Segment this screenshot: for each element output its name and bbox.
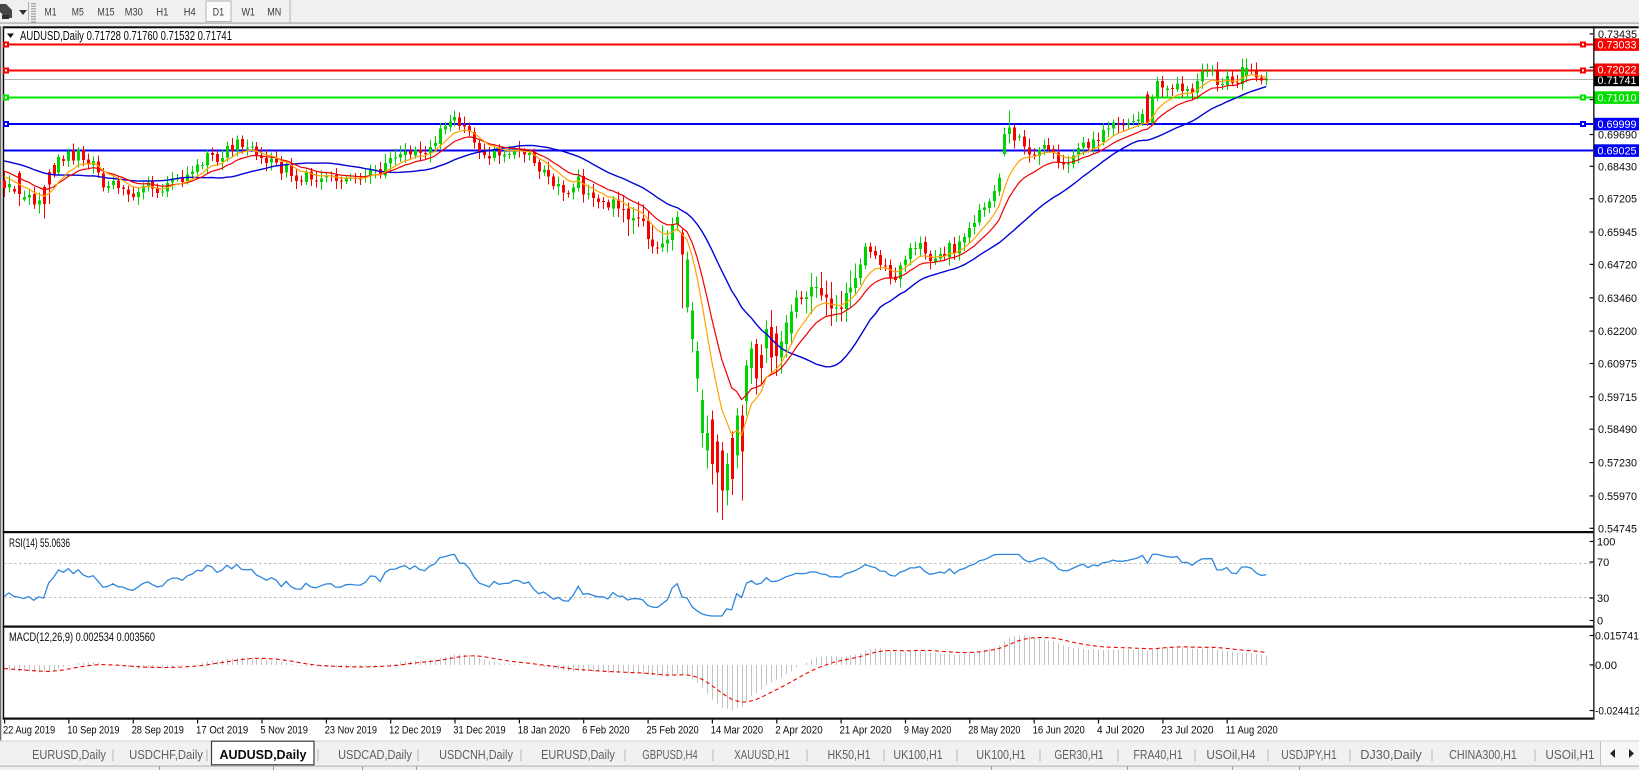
svg-text:28 Sep 2019: 28 Sep 2019: [132, 725, 184, 737]
svg-text:0.58490: 0.58490: [1598, 424, 1637, 436]
svg-text:USOil,H1: USOil,H1: [1545, 748, 1594, 762]
svg-text:|: |: [316, 748, 319, 762]
svg-text:0.59715: 0.59715: [1598, 392, 1637, 404]
svg-text:0: 0: [1597, 616, 1603, 628]
svg-text:RSI(14) 55.0636: RSI(14) 55.0636: [9, 538, 70, 550]
svg-text:0.64720: 0.64720: [1598, 259, 1637, 271]
svg-text:11 Aug 2020: 11 Aug 2020: [1226, 725, 1278, 737]
svg-text:0.67205: 0.67205: [1598, 194, 1637, 206]
svg-text:GBPUSD,H4: GBPUSD,H4: [642, 748, 697, 762]
svg-text:0.72022: 0.72022: [1598, 65, 1637, 77]
svg-text:6 Feb 2020: 6 Feb 2020: [582, 725, 630, 737]
svg-text:USDJPY,H1: USDJPY,H1: [1281, 748, 1336, 762]
svg-text:0.73435: 0.73435: [1598, 29, 1637, 41]
svg-text:MACD(12,26,9) 0.002534 0.00356: MACD(12,26,9) 0.002534 0.003560: [9, 632, 155, 644]
svg-text:17 Oct 2019: 17 Oct 2019: [196, 725, 248, 737]
svg-text:100: 100: [1597, 537, 1615, 549]
svg-text:12 Dec 2019: 12 Dec 2019: [389, 725, 441, 737]
svg-text:HK50,H1: HK50,H1: [827, 748, 870, 762]
svg-text:AUDUSD,Daily 0.71728 0.71760: AUDUSD,Daily 0.71728 0.71760 0.71532 0.7…: [20, 29, 232, 43]
svg-text:M30: M30: [125, 7, 143, 19]
svg-text:-0.024412: -0.024412: [1595, 706, 1639, 718]
svg-text:5 Nov 2019: 5 Nov 2019: [260, 725, 308, 737]
svg-text:23 Nov 2019: 23 Nov 2019: [325, 725, 377, 737]
svg-text:|: |: [519, 748, 522, 762]
svg-text:2 Apr 2020: 2 Apr 2020: [775, 725, 823, 737]
svg-text:0.63460: 0.63460: [1598, 293, 1637, 305]
svg-text:USDCNH,Daily: USDCNH,Daily: [439, 748, 513, 762]
svg-text:|: |: [1266, 748, 1269, 762]
svg-text:31 Dec 2019: 31 Dec 2019: [453, 725, 505, 737]
svg-text:0.62200: 0.62200: [1598, 326, 1637, 338]
svg-text:CHINA300,H1: CHINA300,H1: [1449, 748, 1517, 762]
svg-text:0.68430: 0.68430: [1598, 161, 1637, 173]
svg-text:EURUSD,Daily: EURUSD,Daily: [541, 748, 615, 762]
svg-text:0.71010: 0.71010: [1598, 93, 1637, 105]
svg-text:28 May 2020: 28 May 2020: [968, 725, 1020, 737]
svg-text:0.54745: 0.54745: [1598, 523, 1637, 535]
svg-text:|: |: [111, 748, 114, 762]
svg-text:|: |: [623, 748, 626, 762]
svg-text:0.69025: 0.69025: [1598, 146, 1637, 158]
svg-text:|: |: [1533, 748, 1536, 762]
svg-text:0.69690: 0.69690: [1598, 130, 1637, 142]
svg-text:0.73033: 0.73033: [1598, 40, 1637, 52]
svg-text:0.60975: 0.60975: [1598, 359, 1637, 371]
svg-text:MN: MN: [267, 7, 281, 19]
svg-text:|: |: [955, 748, 958, 762]
svg-text:|: |: [205, 748, 208, 762]
svg-text:0.65945: 0.65945: [1598, 227, 1637, 239]
svg-text:DJ30,Daily: DJ30,Daily: [1360, 748, 1422, 762]
svg-text:|: |: [805, 748, 808, 762]
svg-text:XAUUSD,H1: XAUUSD,H1: [734, 748, 789, 762]
svg-text:|: |: [711, 748, 714, 762]
svg-text:4 Jul 2020: 4 Jul 2020: [1097, 725, 1145, 737]
svg-text:|: |: [1193, 748, 1196, 762]
svg-text:UK100,H1: UK100,H1: [893, 748, 942, 762]
svg-text:0.55970: 0.55970: [1598, 491, 1637, 503]
svg-text:|: |: [1430, 748, 1433, 762]
svg-text:22 Aug 2019: 22 Aug 2019: [3, 725, 55, 737]
svg-text:|: |: [1116, 748, 1119, 762]
svg-text:USDCHF,Daily: USDCHF,Daily: [129, 748, 203, 762]
svg-text:70: 70: [1597, 557, 1609, 569]
svg-text:21 Apr 2020: 21 Apr 2020: [840, 725, 892, 737]
svg-text:0.71741: 0.71741: [1598, 75, 1637, 87]
svg-text:USDCAD,Daily: USDCAD,Daily: [338, 748, 412, 762]
svg-text:30: 30: [1597, 593, 1609, 605]
svg-text:16 Jun 2020: 16 Jun 2020: [1033, 725, 1085, 737]
svg-text:23 Jul 2020: 23 Jul 2020: [1161, 725, 1213, 737]
svg-text:0.57230: 0.57230: [1598, 458, 1637, 470]
svg-text:0.69999: 0.69999: [1598, 119, 1637, 131]
svg-text:0.00: 0.00: [1595, 660, 1617, 672]
svg-text:GER30,H1: GER30,H1: [1054, 748, 1103, 762]
svg-text:|: |: [1038, 748, 1041, 762]
svg-text:25 Feb 2020: 25 Feb 2020: [647, 725, 699, 737]
svg-text:H4: H4: [184, 7, 196, 19]
svg-text:18 Jan 2020: 18 Jan 2020: [518, 725, 570, 737]
svg-text:|: |: [882, 748, 885, 762]
svg-text:UK100,H1: UK100,H1: [976, 748, 1025, 762]
svg-text:H1: H1: [156, 7, 168, 19]
svg-text:AUDUSD,Daily: AUDUSD,Daily: [220, 748, 307, 762]
svg-text:D1: D1: [213, 7, 225, 19]
svg-text:FRA40,H1: FRA40,H1: [1133, 748, 1182, 762]
svg-text:10 Sep 2019: 10 Sep 2019: [67, 725, 119, 737]
svg-text:9 May 2020: 9 May 2020: [904, 725, 952, 737]
svg-text:M5: M5: [72, 7, 84, 19]
svg-text:14 Mar 2020: 14 Mar 2020: [711, 725, 763, 737]
svg-text:|: |: [416, 748, 419, 762]
svg-text:0.015741: 0.015741: [1595, 631, 1639, 643]
svg-text:M15: M15: [98, 7, 115, 19]
svg-text:USOil,H4: USOil,H4: [1206, 748, 1255, 762]
svg-text:EURUSD,Daily: EURUSD,Daily: [32, 748, 106, 762]
svg-text:|: |: [1348, 748, 1351, 762]
svg-text:M1: M1: [45, 7, 57, 19]
svg-text:W1: W1: [241, 7, 255, 19]
